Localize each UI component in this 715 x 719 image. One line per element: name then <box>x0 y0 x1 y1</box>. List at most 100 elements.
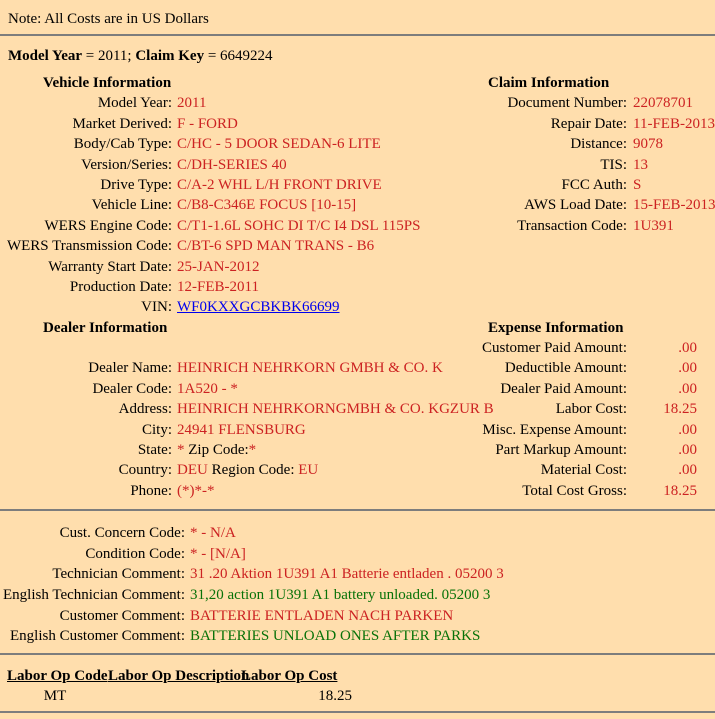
field-value-text: C/DH-SERIES 40 <box>177 156 287 173</box>
field-value-text: * <box>248 442 257 459</box>
field-value: 1A520 - * <box>172 379 460 399</box>
field-value-text: .00 <box>678 421 697 438</box>
field-value-text: (*)*-* <box>177 482 215 499</box>
field-value: 22078701 <box>627 93 697 113</box>
info-grid: Vehicle Information Claim Information Mode… <box>0 73 715 501</box>
field-label: Country: <box>118 462 172 479</box>
field-value-text: C/HC - 5 DOOR SEDAN-6 LITE <box>177 136 381 153</box>
field-value: 9078 <box>627 134 697 154</box>
claim-key-part: = 6649224 <box>204 48 273 64</box>
field-label: Deductible Amount: <box>504 360 627 377</box>
field-value-text: .00 <box>678 340 697 357</box>
field-value <box>627 236 697 256</box>
labor-op-table: Labor Op Code Labor Op Description Labor O… <box>7 666 352 707</box>
field-value: 18.25 <box>627 399 697 419</box>
claim-key-line: Model Year = 2011; Claim Key = 6649224 <box>8 46 715 66</box>
comment-value: BATTERIES UNLOAD ONES AFTER PARKS <box>185 626 715 647</box>
note-text: Note: All Costs are in US Dollars <box>8 11 209 27</box>
field-value: 18.25 <box>627 481 697 501</box>
field-value-text: C/T1-1.6L SOHC DI T/C I4 DSL 115PS <box>177 217 421 234</box>
field-label: VIN: <box>141 299 172 316</box>
field-value <box>172 338 460 358</box>
comment-value: 31 .20 Aktion 1U391 A1 Batterie entladen… <box>185 564 715 585</box>
comments-divider <box>0 509 715 512</box>
claim-key-part: = 2011; <box>82 48 136 64</box>
field-label: Repair Date: <box>550 115 627 132</box>
bottom-divider <box>0 710 715 713</box>
field-label: Labor Cost: <box>555 401 627 418</box>
field-value-text: 25-JAN-2012 <box>177 258 260 275</box>
field-label: WERS Transmission Code: <box>6 238 172 255</box>
comment-label: Condition Code: <box>85 545 185 562</box>
comment-value-text: * - N/A <box>190 525 236 542</box>
field-label: Misc. Expense Amount: <box>482 421 627 438</box>
field-label <box>460 277 627 297</box>
field-value-text: 22078701 <box>633 95 693 112</box>
section-heading-left: Dealer Information <box>43 319 168 336</box>
field-value <box>627 277 697 297</box>
field-label: Document Number: <box>507 95 627 112</box>
field-value: .00 <box>627 440 697 460</box>
field-value-text: C/BT-6 SPD MAN TRANS - B6 <box>177 238 375 255</box>
comment-label: English Customer Comment: <box>10 628 185 645</box>
field-label <box>460 236 627 256</box>
field-label: Warranty Start Date: <box>48 258 172 275</box>
field-value-text: 13 <box>633 156 648 173</box>
field-value: F - FORD <box>172 114 460 134</box>
claim-key-part: Claim Key <box>135 48 205 64</box>
field-value-text: 15-FEB-2013 <box>633 197 715 214</box>
comment-label: Customer Comment: <box>59 607 185 624</box>
vin-link[interactable]: WF0KXXGCBKBK66699 <box>177 299 340 316</box>
field-value: 15-FEB-2013 <box>627 195 715 215</box>
comment-label: English Technician Comment: <box>3 586 185 603</box>
field-label: Material Cost: <box>540 462 627 479</box>
field-value-text: 18.25 <box>663 401 697 418</box>
field-value-text: C/A-2 WHL L/H FRONT DRIVE <box>177 176 382 193</box>
field-value: 24941 FLENSBURG <box>172 420 460 440</box>
comment-value-text: * - [N/A] <box>190 545 246 562</box>
field-value: (*)*-* <box>172 481 460 501</box>
field-value: .00 <box>627 338 697 358</box>
field-value: DEU Region Code: EU <box>172 460 460 480</box>
field-value-text: HEINRICH NEHRKORNGMBH & CO. KGZUR B <box>177 401 494 418</box>
field-label: TIS: <box>600 156 627 173</box>
field-label: Dealer Code: <box>92 380 172 397</box>
field-value: 11-FEB-2013 <box>627 114 715 134</box>
top-divider <box>0 34 715 36</box>
comment-value: * - N/A <box>185 523 715 544</box>
field-label <box>0 338 172 358</box>
field-label: WERS Engine Code: <box>44 217 173 234</box>
field-label: Body/Cab Type: <box>73 136 172 153</box>
field-label: State: <box>137 442 172 459</box>
field-label <box>460 257 627 277</box>
field-value-text: Region Code: <box>207 462 299 479</box>
field-value: .00 <box>627 379 697 399</box>
field-label: AWS Load Date: <box>524 197 627 214</box>
labor-cell: MT <box>43 688 67 705</box>
field-value-text: F - FORD <box>177 115 238 132</box>
field-label: Drive Type: <box>100 176 172 193</box>
field-value-text: .00 <box>678 462 697 479</box>
field-value: HEINRICH NEHRKORN GMBH & CO. K <box>172 358 460 378</box>
field-value: 13 <box>627 155 697 175</box>
field-label: Phone: <box>130 482 172 499</box>
field-value: C/B8-C346E FOCUS [10-15] <box>172 195 460 215</box>
labor-cell: 18.25 <box>318 688 352 705</box>
field-value-text: 24941 FLENSBURG <box>177 421 306 438</box>
field-label: Model Year: <box>97 95 172 112</box>
field-value: * Zip Code:* <box>172 440 460 460</box>
field-value: C/BT-6 SPD MAN TRANS - B6 <box>172 236 460 256</box>
field-value: HEINRICH NEHRKORNGMBH & CO. KGZUR B <box>172 399 494 419</box>
field-label: City: <box>141 421 172 438</box>
labor-divider <box>0 652 715 655</box>
field-value-text: 12-FEB-2011 <box>177 278 259 295</box>
comment-value-text: 31 .20 Aktion 1U391 A1 Batterie entladen… <box>190 566 504 583</box>
field-value: C/HC - 5 DOOR SEDAN-6 LITE <box>172 134 460 154</box>
field-value: C/A-2 WHL L/H FRONT DRIVE <box>172 175 460 195</box>
comment-value-text: BATTERIE ENTLADEN NACH PARKEN <box>190 607 454 624</box>
field-label: Dealer Paid Amount: <box>500 380 627 397</box>
field-label: Distance: <box>570 136 627 153</box>
comment-value: * - [N/A] <box>185 544 715 565</box>
comment-value-text: BATTERIES UNLOAD ONES AFTER PARKS <box>190 628 481 645</box>
field-value: S <box>627 175 697 195</box>
